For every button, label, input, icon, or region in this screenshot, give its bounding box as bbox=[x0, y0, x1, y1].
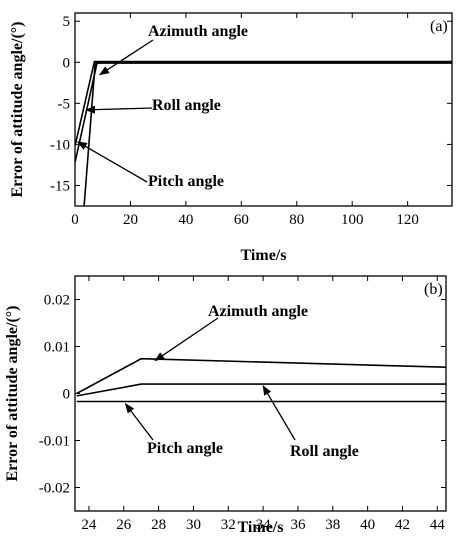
y-tick-label: 0.01 bbox=[44, 340, 70, 356]
annotation-arrow bbox=[124, 403, 154, 441]
annotation-label: Azimuth angle bbox=[208, 303, 308, 320]
series-line-roll-angle bbox=[76, 383, 446, 397]
plot-frame bbox=[74, 12, 453, 207]
y-tick-label: 0.02 bbox=[44, 293, 70, 309]
x-tick-label: 40 bbox=[178, 212, 193, 228]
annotation-arrow bbox=[154, 317, 219, 362]
annotation-arrow bbox=[76, 141, 148, 183]
y-tick-label: -10 bbox=[50, 137, 70, 153]
x-axis-title: Time/s bbox=[238, 519, 284, 536]
annotation-label: Pitch angle bbox=[148, 173, 224, 190]
annotation-arrow bbox=[85, 105, 153, 114]
annotation-arrow bbox=[99, 39, 154, 76]
y-axis-title: Error of attitude angle/(°) bbox=[9, 22, 26, 198]
x-tick-label: 28 bbox=[151, 517, 166, 533]
x-tick-label: 20 bbox=[123, 212, 138, 228]
annotation-arrow bbox=[262, 385, 296, 441]
y-tick-label: -0.01 bbox=[39, 434, 70, 450]
x-tick-label: 80 bbox=[289, 212, 304, 228]
x-axis-title: Time/s bbox=[241, 247, 287, 264]
x-tick-label: 120 bbox=[396, 212, 419, 228]
annotation-label: Pitch angle bbox=[147, 440, 223, 457]
annotation-label: Roll angle bbox=[290, 443, 359, 460]
chart-panel-a: 0 20 40 60 80 100 120 5 0 -5 -10 -15 Time/s Error of … bbox=[9, 12, 453, 264]
x-tick-label: 32 bbox=[221, 517, 236, 533]
y-tick-label: -5 bbox=[58, 96, 71, 112]
y-tick-label: 0 bbox=[63, 55, 71, 71]
y-tick-label: 0 bbox=[63, 387, 71, 403]
panel-label: (a) bbox=[430, 18, 448, 35]
y-tick-label: -0.02 bbox=[39, 481, 70, 497]
panel-label: (b) bbox=[424, 281, 443, 298]
x-tick-label: 44 bbox=[430, 517, 446, 533]
x-tick-label: 30 bbox=[186, 517, 201, 533]
x-tick-label: 34 bbox=[256, 517, 272, 533]
x-tick-label: 36 bbox=[290, 517, 306, 533]
annotation-label: Roll angle bbox=[152, 97, 221, 114]
x-tick-label: 24 bbox=[81, 517, 97, 533]
y-axis-title: Error of attitude angle/(°) bbox=[4, 306, 21, 482]
x-tick-label: 38 bbox=[325, 517, 340, 533]
x-tick-label: 100 bbox=[341, 212, 364, 228]
series-line-azimuth-angle bbox=[83, 62, 452, 206]
annotation-label: Azimuth angle bbox=[148, 23, 248, 40]
series-line-roll-angle bbox=[75, 61, 452, 163]
series-line-azimuth-angle bbox=[76, 357, 446, 395]
x-tick-label: 40 bbox=[360, 517, 375, 533]
x-tick-label: 60 bbox=[234, 212, 249, 228]
y-tick-label: -15 bbox=[50, 178, 70, 194]
y-tick-label: 5 bbox=[63, 14, 71, 30]
x-tick-label: 0 bbox=[71, 212, 79, 228]
x-tick-label: 42 bbox=[395, 517, 410, 533]
chart-panel-b: 24 26 28 30 32 34 36 38 40 42 44 0.02 0.01 0 -0.01 -0.0… bbox=[4, 275, 447, 536]
series-line-pitch-angle bbox=[75, 60, 452, 147]
x-tick-label: 26 bbox=[116, 517, 132, 533]
